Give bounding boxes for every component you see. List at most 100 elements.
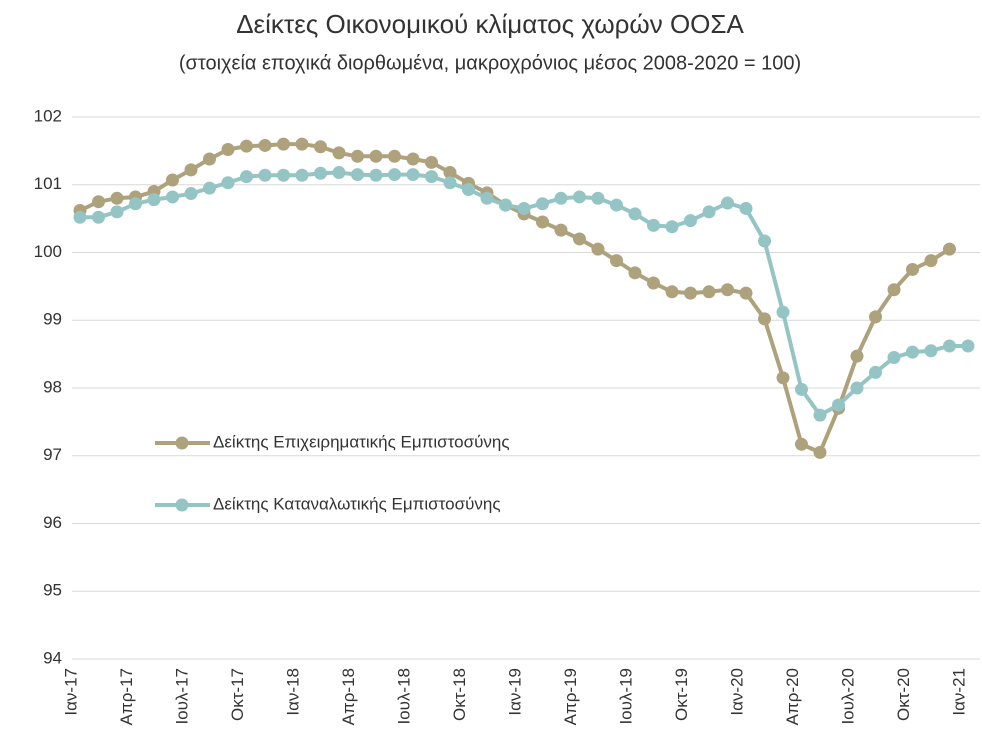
data-point [591,191,605,205]
data-point [850,349,864,363]
data-point [295,168,309,182]
data-point [277,137,290,151]
legend-label: Δείκτης Καταναλωτικής Εμπιστοσύνης [213,494,501,513]
data-point [92,195,105,209]
data-point [554,191,568,205]
x-tick-label: Ιουλ-17 [172,668,191,725]
x-tick-label: Απρ-19 [561,668,580,725]
legend-label: Δείκτης Επιχειρηματικής Εμπιστοσύνης [213,432,510,451]
data-point [665,285,679,299]
data-point [258,138,272,152]
data-point [943,339,956,353]
chart-title: Δείκτες Οικονομικού κλίματος χωρών ΟΟΣΑ [236,9,744,39]
data-point [443,166,457,180]
data-point [647,218,660,232]
data-point [351,149,364,163]
x-tick-label: Ιουλ-20 [838,668,857,725]
data-point [110,205,124,219]
data-point [906,345,919,359]
data-point [665,220,679,234]
x-tick-label: Οκτ-18 [450,668,469,721]
y-tick-label: 95 [43,581,62,600]
x-tick-label: Οκτ-17 [228,668,247,721]
data-point [203,152,216,166]
data-point [610,198,623,212]
x-tick-label: Οκτ-19 [672,668,691,721]
data-point [924,254,938,268]
data-point [813,445,827,459]
data-point [332,166,346,180]
data-point [480,191,494,205]
x-tick-label: Ιουλ-18 [394,668,413,725]
x-tick-label: Ιαν-18 [283,668,302,716]
data-point [610,254,623,268]
y-tick-label: 99 [43,310,62,329]
data-point [906,262,919,276]
legend-marker [175,498,189,512]
data-point [110,191,124,205]
data-point [832,398,845,412]
data-point [221,143,235,157]
x-tick-label: Απρ-18 [339,668,358,725]
x-tick-label: Ιαν-21 [949,668,968,716]
data-point [758,312,771,326]
x-tick-label: Απρ-20 [783,668,802,725]
data-point [314,140,327,154]
data-point [499,198,512,212]
data-point [961,339,975,353]
data-point [147,193,161,207]
data-point [887,283,901,297]
x-tick-label: Ιαν-17 [61,668,80,716]
data-point [129,197,142,211]
y-tick-label: 102 [34,106,62,125]
data-point [795,382,808,396]
y-tick-label: 97 [43,445,62,464]
data-point [184,163,198,177]
data-point [591,242,605,256]
data-point [795,437,808,451]
data-point [369,149,383,163]
data-point [425,155,438,169]
data-point [277,168,290,182]
x-tick-label: Ιαν-19 [505,668,524,716]
data-point [406,168,420,182]
data-point [295,137,309,151]
data-point [573,190,586,204]
data-point [943,242,956,256]
y-tick-label: 94 [43,648,62,667]
data-point [184,187,198,201]
data-point [425,170,438,184]
y-tick-label: 100 [34,242,62,261]
data-point [850,381,864,395]
data-point [684,214,697,228]
data-point [573,232,586,246]
x-tick-label: Ιουλ-19 [616,668,635,725]
data-point [684,286,697,300]
data-point [758,234,771,248]
data-point [721,196,734,210]
chart-subtitle: (στοιχεία εποχικά διορθωμένα, μακροχρόνι… [179,52,801,74]
data-point [369,168,383,182]
x-tick-label: Απρ-17 [117,668,136,725]
data-point [314,166,327,180]
data-point [702,285,716,299]
data-point [462,182,475,196]
data-point [240,139,253,153]
data-point [702,205,716,219]
data-point [869,310,882,324]
data-point [73,210,87,224]
data-point [166,173,179,187]
y-tick-label: 98 [43,377,62,396]
data-point [388,168,401,182]
data-point [536,215,549,229]
data-point [203,181,216,195]
data-point [388,149,401,163]
data-point [739,286,753,300]
data-point [166,190,179,204]
data-point [628,266,642,280]
data-point [536,197,549,211]
data-point [647,276,660,290]
data-point [221,176,235,190]
data-point [776,371,790,385]
